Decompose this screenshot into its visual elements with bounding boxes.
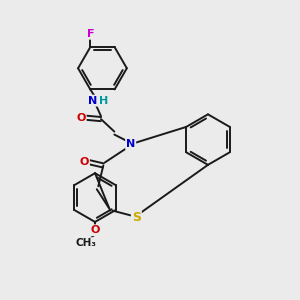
Text: O: O <box>90 225 100 235</box>
Text: CH₃: CH₃ <box>76 238 97 248</box>
Text: O: O <box>80 157 89 167</box>
Text: S: S <box>132 211 141 224</box>
Text: H: H <box>99 96 108 106</box>
Text: F: F <box>86 29 94 39</box>
Text: N: N <box>126 139 135 149</box>
Text: N: N <box>88 96 97 106</box>
Text: O: O <box>76 112 86 123</box>
